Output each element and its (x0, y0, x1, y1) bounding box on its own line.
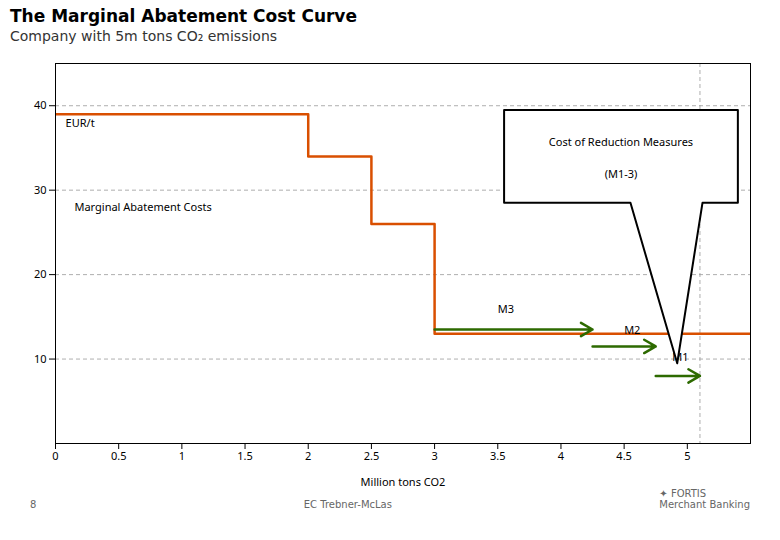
svg-text:Marginal Abatement Costs: Marginal Abatement Costs (74, 199, 211, 214)
html-text:8: 8 (30, 499, 37, 510)
svg-text:M2: M2 (624, 322, 640, 337)
svg-text:M1: M1 (672, 348, 689, 364)
html-text:Company with 5m tons CO₂ emiss: Company with 5m tons CO₂ emissions (10, 28, 278, 44)
svg-text:2.5: 2.5 (364, 448, 380, 463)
svg-text:10: 10 (34, 351, 47, 366)
html-text:✦ FORTIS Merchant Banking: ✦ FORTIS Merchant Banking (659, 488, 750, 510)
svg-text:EUR/t: EUR/t (66, 115, 95, 130)
svg-text:4: 4 (558, 448, 565, 463)
svg-text:30: 30 (34, 182, 47, 197)
svg-text:2: 2 (305, 448, 311, 463)
svg-text:1: 1 (179, 448, 185, 463)
svg-text:3.5: 3.5 (490, 448, 506, 463)
svg-text:Cost of Reduction Measures: Cost of Reduction Measures (549, 134, 693, 149)
svg-text:5: 5 (684, 448, 690, 463)
svg-text:(M1-3): (M1-3) (605, 166, 638, 181)
svg-text:20: 20 (34, 266, 47, 281)
html-text:EC Trebner-McLas: EC Trebner-McLas (303, 499, 392, 510)
svg-text:0: 0 (52, 448, 58, 463)
svg-text:4.5: 4.5 (616, 448, 632, 463)
svg-text:Million tons CO2: Million tons CO2 (361, 474, 446, 489)
svg-text:3: 3 (431, 448, 437, 463)
svg-text:40: 40 (34, 97, 47, 112)
svg-text:0.5: 0.5 (111, 448, 127, 463)
svg-text:M3: M3 (498, 301, 514, 316)
html-text:The Marginal Abatement Cost Cu: The Marginal Abatement Cost Curve (10, 6, 357, 26)
svg-text:1.5: 1.5 (237, 448, 253, 463)
